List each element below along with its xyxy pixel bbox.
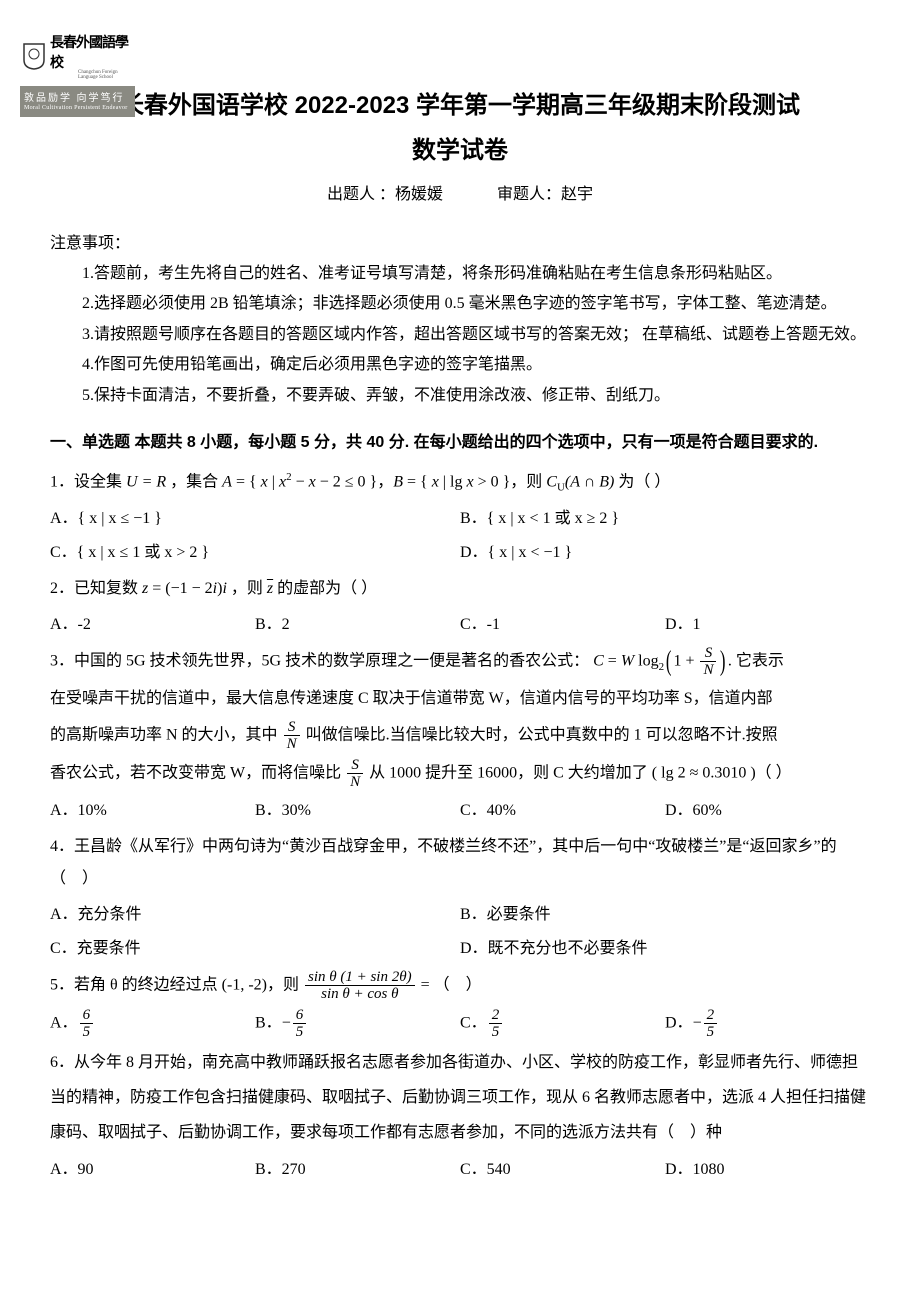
q2-options: A．-2 B．2 C．-1 D．1: [50, 609, 870, 641]
q1-option-c: C．{ x | x ≤ 1 或 x > 2 }: [50, 537, 460, 569]
q4-options-row1: A．充分条件 B．必要条件: [50, 899, 870, 931]
question-5: 5．若角 θ 的终边经过点 (-1, -2)，则 sin θ (1 + sin …: [50, 969, 870, 1003]
reviewer-label: 审题人：赵宇: [497, 186, 593, 203]
notice-item-1: 1.答题前，考生先将自己的姓名、准考证号填写清楚，将条形码准确粘贴在考生信息条形…: [50, 259, 870, 289]
question-6: 6．从今年 8 月开始，南充高中教师踊跃报名志愿者参加各街道办、小区、学校的防疫…: [50, 1045, 870, 1151]
question-2: 2．已知复数 z = (−1 − 2i)i ，则 z 的虚部为（ ）: [50, 573, 870, 605]
q4-options-row2: C．充要条件 D．既不充分也不必要条件: [50, 933, 870, 965]
author-label: 出题人 ：杨媛媛: [327, 186, 443, 203]
exam-page: 長春外國語學校 Changchun Foreign Language Schoo…: [0, 0, 920, 1228]
q3-option-b: B．30%: [255, 795, 460, 827]
question-3-line3: 的高斯噪声功率 N 的大小，其中 SN 叫做信噪比.当信噪比较大时，公式中真数中…: [50, 719, 870, 753]
question-3-line2: 在受噪声干扰的信道中，最大信息传递速度 C 取决于信道带宽 W，信道内信号的平均…: [50, 683, 870, 715]
q2-option-d: D．1: [665, 609, 870, 641]
q5-option-d: D．−25: [665, 1007, 870, 1041]
page-subtitle: 数学试卷: [50, 130, 870, 165]
q1-option-d: D．{ x | x < −1 }: [460, 537, 870, 569]
q3-option-a: A．10%: [50, 795, 255, 827]
logo-motto-en: Moral Cultivation Persistent Endeavor: [24, 105, 131, 113]
logo-motto-cn: 敦品励学 向学笃行: [24, 92, 131, 105]
q1-option-a: A．{ x | x ≤ −1 }: [50, 503, 460, 535]
notice-item-4: 4.作图可先使用铅笔画出，确定后必须用黑色字迹的签字笔描黑。: [50, 350, 870, 380]
question-4: 4．王昌龄《从军行》中两句诗为“黄沙百战穿金甲，不破楼兰终不还”，其中后一句中“…: [50, 831, 870, 895]
logo-cn-text: 長春外國語學校: [50, 32, 133, 72]
q6-option-c: C．540: [460, 1154, 665, 1186]
q5-option-a: A．65: [50, 1007, 255, 1041]
q2-option-b: B．2: [255, 609, 460, 641]
q3-option-d: D．60%: [665, 795, 870, 827]
logo-motto-block: 敦品励学 向学笃行 Moral Cultivation Persistent E…: [20, 86, 135, 117]
logo-en-text: Changchun Foreign Language School: [78, 70, 133, 80]
authors-row: 出题人 ：杨媛媛 审题人：赵宇: [50, 180, 870, 204]
q6-options: A．90 B．270 C．540 D．1080: [50, 1154, 870, 1186]
q5-option-c: C．25: [460, 1007, 665, 1041]
q2-option-c: C．-1: [460, 609, 665, 641]
school-logo-block: 長春外國語學校 Changchun Foreign Language Schoo…: [20, 30, 135, 117]
q4-option-a: A．充分条件: [50, 899, 460, 931]
q4-option-b: B．必要条件: [460, 899, 870, 931]
page-title: 长春外国语学校 2022-2023 学年第一学期高三年级期末阶段测试: [50, 85, 870, 120]
q4-option-c: C．充要条件: [50, 933, 460, 965]
notice-item-5: 5.保持卡面清洁，不要折叠，不要弄破、弄皱，不准使用涂改液、修正带、刮纸刀。: [50, 381, 870, 411]
q1-options-row1: A．{ x | x ≤ −1 } B．{ x | x < 1 或 x ≥ 2 }: [50, 503, 870, 535]
notice-item-3: 3.请按照题号顺序在各题目的答题区域内作答，超出答题区域书写的答案无效； 在草稿…: [50, 320, 870, 350]
q4-option-d: D．既不充分也不必要条件: [460, 933, 870, 965]
q3-option-c: C．40%: [460, 795, 665, 827]
logo-top-row: 長春外國語學校 Changchun Foreign Language Schoo…: [20, 30, 135, 82]
question-3-line4: 香农公式，若不改变带宽 W，而将信噪比 SN 从 1000 提升至 16000，…: [50, 757, 870, 791]
q1-options-row2: C．{ x | x ≤ 1 或 x > 2 } D．{ x | x < −1 }: [50, 537, 870, 569]
logo-school-name: 長春外國語學校 Changchun Foreign Language Schoo…: [50, 32, 133, 80]
question-3-line1: 3．中国的 5G 技术领先世界，5G 技术的数学原理之一便是著名的香农公式： C…: [50, 645, 870, 679]
q6-option-a: A．90: [50, 1154, 255, 1186]
notice-heading: 注意事项：: [50, 229, 870, 253]
q2-option-a: A．-2: [50, 609, 255, 641]
q6-option-b: B．270: [255, 1154, 460, 1186]
q6-option-d: D．1080: [665, 1154, 870, 1186]
q5-option-b: B．−65: [255, 1007, 460, 1041]
q1-option-b: B．{ x | x < 1 或 x ≥ 2 }: [460, 503, 870, 535]
section-1-heading: 一、单选题 本题共 8 小题，每小题 5 分，共 40 分. 在每小题给出的四个…: [50, 425, 870, 460]
q5-options: A．65 B．−65 C．25 D．−25: [50, 1007, 870, 1041]
school-badge-icon: [22, 42, 46, 70]
question-1: 1．设全集 U = R ，集合 A = { x | x2 − x − 2 ≤ 0…: [50, 466, 870, 499]
notice-item-2: 2.选择题必须使用 2B 铅笔填涂；非选择题必须使用 0.5 毫米黑色字迹的签字…: [50, 289, 870, 319]
q3-options: A．10% B．30% C．40% D．60%: [50, 795, 870, 827]
